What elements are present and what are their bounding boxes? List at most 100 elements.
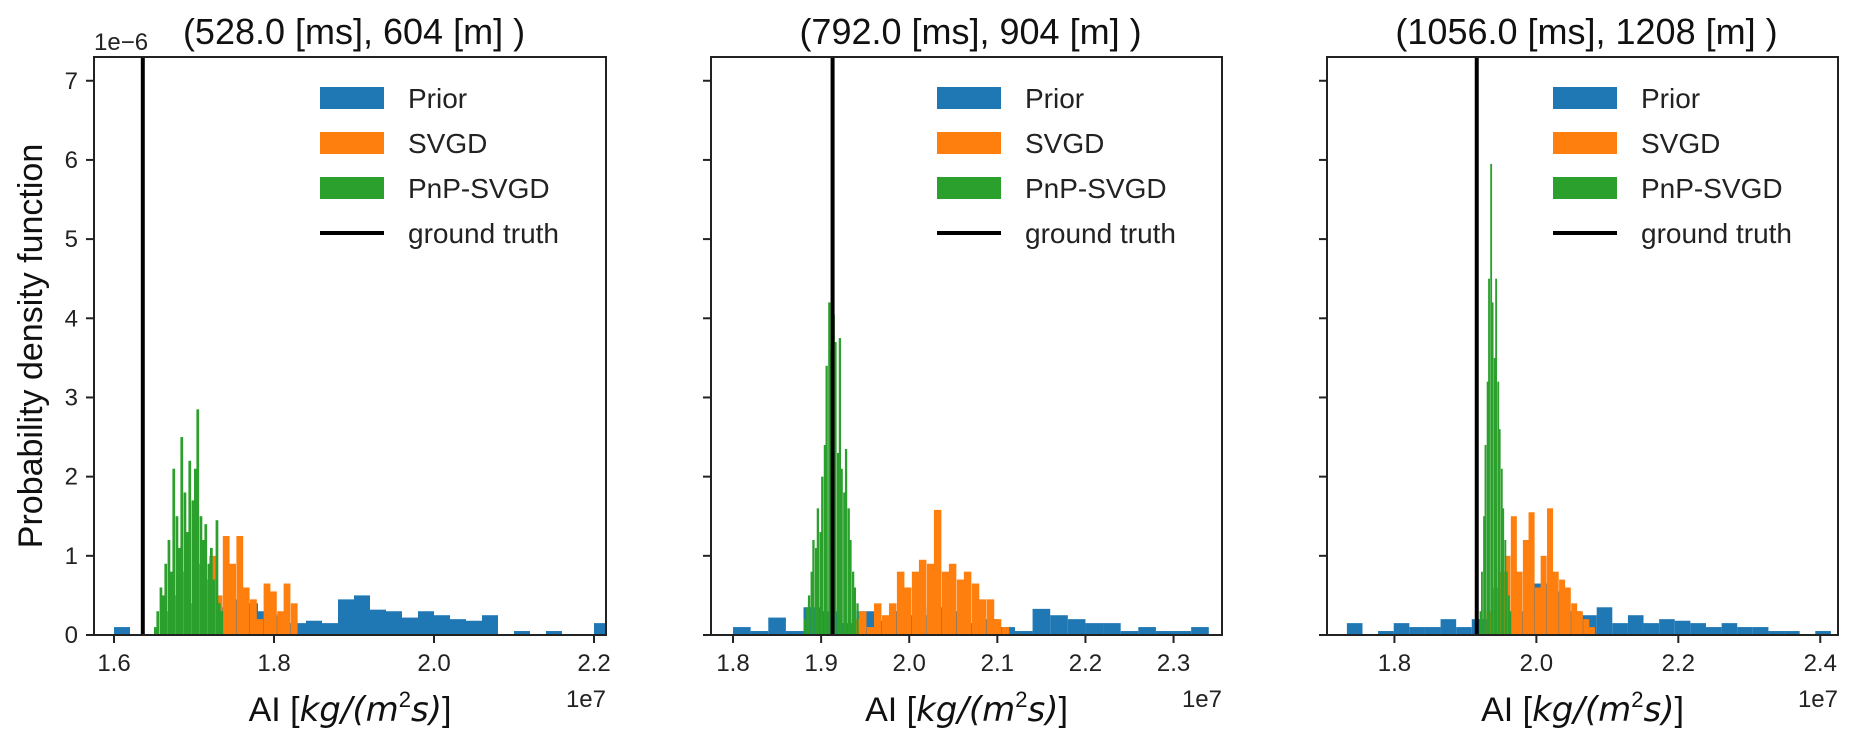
- bar: [1014, 631, 1033, 635]
- x-tick-label: 2.3: [1157, 650, 1190, 677]
- x-offset-label: 1e7: [1182, 686, 1222, 713]
- bar: [911, 571, 920, 635]
- bar: [859, 611, 867, 635]
- bar: [1498, 429, 1501, 635]
- bar: [821, 476, 824, 635]
- bar: [881, 615, 890, 635]
- plot-area: [733, 57, 1209, 635]
- x-tick-label: 2.2: [577, 650, 610, 677]
- bar: [849, 539, 852, 635]
- bar: [1737, 627, 1753, 635]
- bar: [1507, 595, 1510, 635]
- bar: [1528, 512, 1535, 635]
- x-axis-label-tail: s): [1643, 690, 1674, 730]
- bar: [1488, 278, 1490, 635]
- bar: [785, 631, 804, 635]
- bar: [250, 599, 257, 635]
- bar: [873, 603, 882, 635]
- bar: [1486, 381, 1489, 635]
- bar: [1120, 631, 1139, 635]
- legend-label: ground truth: [1025, 218, 1176, 249]
- legend-label: SVGD: [408, 128, 487, 159]
- bar: [843, 492, 846, 635]
- bar: [1612, 623, 1628, 635]
- bar: [1576, 611, 1583, 635]
- bar: [1516, 571, 1523, 635]
- bar: [806, 607, 809, 635]
- bar: [1705, 627, 1722, 635]
- legend-swatch: [937, 87, 1001, 109]
- bar: [1191, 627, 1209, 635]
- bar: [834, 342, 837, 635]
- bar: [1784, 631, 1800, 635]
- x-axis-label-math: kg/(m: [1532, 690, 1631, 730]
- x-tick-label: 1.6: [97, 650, 130, 677]
- bar: [1505, 571, 1508, 635]
- bar: [386, 611, 402, 635]
- legend-swatch: [1553, 177, 1617, 199]
- x-tick-label: 1.8: [257, 650, 290, 677]
- bar: [1103, 623, 1121, 635]
- bar: [816, 508, 820, 635]
- bar: [810, 571, 813, 635]
- legend: Prior SVGD PnP-SVGD ground truth: [937, 83, 1176, 249]
- bar: [733, 627, 751, 635]
- bar: [154, 627, 157, 635]
- bar: [750, 631, 769, 635]
- legend-label: ground truth: [1641, 218, 1792, 249]
- chart-panel-2: 1.8 1.9 2.0 2.1 2.2 2.3 (792.0 [ms], 904 [m] )…: [703, 11, 1223, 730]
- legend-swatch: [1553, 132, 1617, 154]
- bar: [1564, 587, 1571, 635]
- bar: [167, 539, 171, 635]
- bar: [220, 611, 224, 635]
- bar: [277, 611, 284, 635]
- y-tick-label: 7: [65, 68, 78, 95]
- bar: [1085, 623, 1104, 635]
- x-axis-label-tail: s): [1027, 690, 1058, 730]
- bar: [825, 365, 828, 635]
- bar: [1378, 631, 1394, 635]
- bar: [866, 627, 875, 635]
- bar: [1502, 508, 1505, 635]
- bar: [1001, 627, 1010, 635]
- bar: [204, 524, 208, 635]
- x-tick-label: 2.0: [893, 650, 926, 677]
- bar: [1483, 516, 1485, 635]
- bar: [183, 492, 187, 635]
- bar: [338, 599, 354, 635]
- bar: [466, 620, 482, 635]
- bar: [215, 520, 219, 635]
- bar: [186, 532, 189, 635]
- legend-swatch: [320, 177, 384, 199]
- bar: [418, 611, 434, 635]
- bar: [1510, 516, 1517, 635]
- bar: [807, 595, 811, 635]
- legend-swatch: [1553, 87, 1617, 109]
- bar: [1596, 607, 1613, 635]
- x-axis-label: AI [kg/(m2s)]: [865, 687, 1068, 730]
- bar: [812, 539, 815, 635]
- bar: [194, 468, 197, 635]
- bar: [978, 599, 987, 635]
- bar: [1547, 508, 1554, 635]
- bar: [1522, 539, 1529, 635]
- legend-label: SVGD: [1025, 128, 1104, 159]
- chart-title: (792.0 [ms], 904 [m] ): [799, 11, 1141, 52]
- plot-area: [1346, 57, 1831, 635]
- x-axis-label-text: AI [: [865, 691, 917, 729]
- series-pnp-svgd: [1479, 163, 1512, 635]
- bar: [159, 587, 163, 635]
- bar: [847, 508, 850, 635]
- bar: [963, 571, 972, 635]
- bar: [210, 547, 213, 635]
- bar: [1479, 611, 1482, 635]
- x-tick-label: 2.4: [1804, 650, 1837, 677]
- bar: [768, 617, 786, 635]
- bar: [1456, 627, 1472, 635]
- x-axis-label-sup: 2: [1015, 687, 1027, 712]
- bar: [844, 448, 848, 635]
- bar: [933, 509, 942, 635]
- bar: [202, 539, 205, 635]
- bar: [1138, 627, 1156, 635]
- bar: [903, 587, 912, 635]
